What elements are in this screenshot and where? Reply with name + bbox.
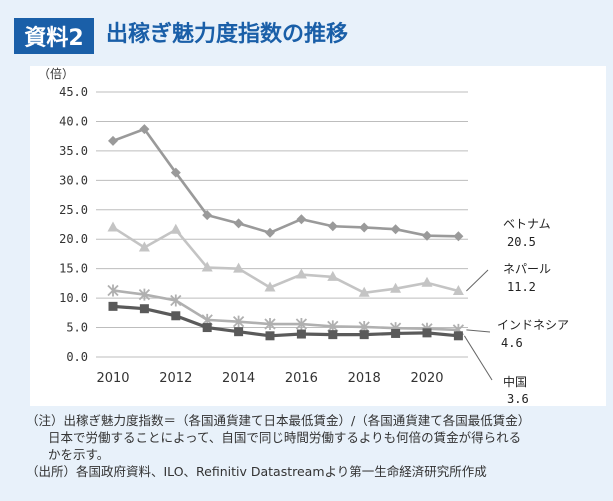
data-point [233, 262, 245, 273]
data-point [453, 331, 463, 341]
data-point [422, 328, 432, 338]
data-point [391, 328, 401, 338]
data-point [108, 301, 118, 311]
data-point [264, 281, 276, 292]
data-point [201, 261, 213, 272]
data-point [453, 231, 464, 242]
y-tick-label: 20.0 [59, 232, 88, 246]
data-point [234, 327, 244, 337]
data-point [295, 268, 307, 279]
data-point [138, 241, 150, 252]
data-point [265, 227, 275, 238]
note-explanation: 日本で労働することによって、自国で同じ時間労働するよりも何倍の賃金が得られる [48, 430, 522, 445]
series-line [112, 304, 459, 338]
x-tick-label: 2014 [222, 371, 255, 386]
data-point [327, 221, 338, 232]
notes: （注）出稼ぎ魅力度指数＝（各国通貨建て日本最低賃金）/（各国通貨建て各国最低賃金… [26, 412, 606, 480]
page-title: 出稼ぎ魅力度指数の推移 [106, 22, 349, 47]
data-point [202, 323, 212, 333]
x-tick-label: 2010 [96, 371, 129, 386]
y-tick-label: 30.0 [59, 173, 88, 187]
series-label: ベトナム [503, 217, 551, 231]
series-line [112, 226, 459, 295]
data-point [171, 311, 181, 321]
leader-line [466, 329, 491, 333]
data-point [452, 285, 464, 296]
data-point [107, 221, 119, 232]
series-label: 中国 [503, 374, 527, 389]
data-point [108, 135, 118, 146]
data-point [296, 214, 307, 225]
header: 資料2 出稼ぎ魅力度指数の推移 [0, 0, 613, 60]
data-point [390, 282, 402, 293]
data-point [232, 315, 245, 328]
data-point [264, 318, 276, 331]
data-point [170, 294, 182, 307]
x-tick-label: 2016 [285, 371, 318, 386]
line-chart: 0.0 5.0 10.0 15.0 20.0 25.0 30.0 35.0 40.0 45.0 （倍… [30, 66, 606, 406]
data-point [139, 304, 149, 314]
series-end-value: 20.5 [507, 235, 536, 249]
data-point [390, 224, 401, 235]
y-tick-label: 0.0 [66, 350, 88, 364]
data-point [359, 330, 369, 340]
series-label: インドネシア [497, 318, 569, 332]
data-point [107, 284, 119, 297]
note-source: （出所）各国政府資料、ILO、Refinitiv Datastreamより第一生… [26, 464, 487, 479]
series-line [112, 289, 459, 332]
series-end-value: 3.6 [507, 392, 529, 406]
x-tick-label: 2018 [348, 371, 381, 386]
data-point [265, 331, 275, 341]
note-definition: （注）出稼ぎ魅力度指数＝（各国通貨建て日本最低賃金）/（各国通貨建て各国最低賃金… [26, 413, 531, 428]
data-point [358, 286, 370, 297]
data-point [296, 329, 306, 339]
y-tick-label: 25.0 [59, 203, 88, 217]
y-tick-label: 45.0 [59, 85, 88, 99]
data-point [421, 276, 433, 287]
leader-line [463, 335, 493, 381]
data-point [422, 230, 432, 241]
x-tick-label: 2020 [410, 371, 443, 386]
data-point [138, 288, 151, 301]
y-tick-label: 5.0 [66, 321, 88, 335]
y-tick-label: 35.0 [59, 144, 88, 158]
data-point [328, 330, 338, 340]
x-tick-label: 2012 [159, 371, 192, 386]
data-point [359, 222, 370, 233]
data-point [327, 270, 339, 281]
series-line [112, 127, 459, 238]
y-tick-label: 40.0 [59, 114, 88, 128]
figure-label: 資料2 [14, 18, 94, 54]
data-point [170, 167, 181, 178]
leader-line [466, 269, 489, 292]
series-end-value: 4.6 [501, 336, 523, 350]
y-axis-label: （倍） [38, 66, 74, 81]
y-tick-label: 15.0 [59, 262, 88, 276]
data-point [295, 318, 308, 331]
note-explanation-cont: かを示す。 [48, 447, 110, 462]
data-point [170, 223, 182, 234]
data-point [202, 210, 213, 221]
data-point [139, 124, 150, 135]
y-tick-label: 10.0 [59, 291, 88, 305]
series-end-value: 11.2 [507, 280, 536, 294]
series-label: ネパール [503, 262, 551, 276]
data-point [233, 218, 244, 229]
